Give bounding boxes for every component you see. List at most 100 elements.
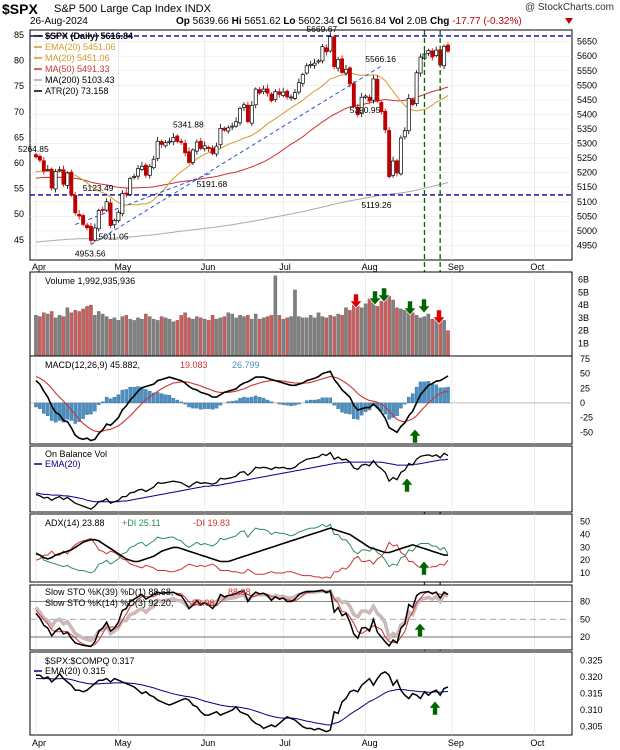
month-label: Sep [448, 262, 464, 272]
candle-body [308, 64, 313, 66]
candle-body [108, 202, 113, 226]
volume-axis-tick: 6B [578, 275, 589, 285]
macd-histogram-bar [352, 402, 356, 419]
month-label: May [114, 738, 132, 748]
candle-body [202, 145, 207, 150]
macd-histogram-bar [308, 399, 313, 404]
candle-body [340, 58, 345, 73]
macd-histogram-bar [320, 397, 325, 404]
candle-body [281, 91, 286, 96]
volume-bar [328, 315, 333, 357]
macd-histogram-bar [281, 402, 285, 405]
volume-bar [297, 316, 301, 357]
macd-histogram-bar [230, 401, 234, 404]
candle-body [218, 128, 223, 146]
price-panel [29, 29, 573, 261]
volume-axis-tick: 4B [578, 300, 589, 310]
sto14-legend: Slow STO %K(14) %D(3) 92.20, [45, 598, 173, 608]
volume-bar [214, 318, 219, 357]
macd-histogram-bar [124, 389, 128, 404]
price-axis-tick: 5100 [577, 197, 597, 207]
buy-arrow-icon [417, 560, 431, 576]
down-triangle-icon [565, 18, 573, 24]
macd-histogram-bar [304, 400, 309, 404]
candle-body [332, 36, 337, 68]
candle-body [112, 220, 117, 226]
low-value: 5602.34 [298, 16, 335, 27]
price-axis-tick: 5450 [577, 95, 597, 105]
volume-bar [97, 311, 101, 357]
candle-body [293, 92, 297, 99]
relative-ema-line [36, 678, 449, 726]
adx-line [35, 527, 448, 563]
price-axis-tick: 5600 [577, 51, 597, 61]
macd-histogram-bar [312, 399, 317, 404]
candle-body [245, 104, 250, 123]
volume-bar [222, 316, 227, 357]
candle-body [53, 171, 58, 190]
macd-histogram-bar [85, 402, 89, 415]
adx-axis-tick: 10 [580, 568, 590, 578]
candle-body [442, 45, 447, 67]
macd-histogram-bar [163, 394, 168, 404]
stochastic-axis-tick: 20 [580, 632, 590, 642]
candle-body [175, 135, 180, 142]
volume-bar [148, 316, 152, 357]
candle-body [312, 62, 317, 66]
sto14-k-line [35, 589, 449, 648]
volume-bar [155, 320, 160, 357]
candle-body [344, 68, 348, 74]
candle-body [155, 140, 160, 159]
candle-body [230, 125, 235, 128]
macd-histogram-bar [356, 402, 360, 420]
adx-axis-tick: 50 [580, 517, 590, 527]
candle-body [206, 146, 211, 149]
price-axis-tick: 5250 [577, 153, 597, 163]
macd-axis-tick: -50 [580, 427, 593, 437]
candle-body [265, 88, 270, 94]
macd-histogram-bar [399, 402, 403, 409]
candle-body [434, 49, 439, 56]
price-annotation: 5011.05 [98, 232, 128, 242]
volume-bar [49, 311, 54, 357]
price-annotation: 5191.68 [197, 179, 228, 189]
candle-body [92, 227, 97, 241]
volume-bar [38, 316, 42, 357]
volume-bar [175, 320, 180, 357]
atr-axis-tick: 60 [14, 158, 24, 168]
candle-body [88, 225, 93, 241]
macd-histogram-bar [242, 396, 246, 404]
price-axis-tick: 5400 [577, 109, 597, 119]
volume-legend: Volume 1,992,935,936 [45, 276, 135, 286]
macd-axis-tick: 25 [580, 383, 590, 393]
volume-bar [446, 330, 450, 357]
macd-histogram-bar [446, 386, 450, 404]
instrument-name: S&P 500 Large Cap Index INDX [54, 3, 211, 15]
volume-axis-tick: 1B [578, 338, 589, 348]
candle-body [273, 91, 278, 100]
volume-bar [132, 320, 136, 357]
volume-bar [108, 318, 113, 357]
candle-body [96, 210, 101, 230]
volume-bar [61, 316, 66, 357]
candle-body [257, 89, 262, 94]
volume-bar [442, 320, 446, 357]
sto39-d-line [35, 590, 449, 642]
candle-body [430, 50, 435, 58]
volume-bar [73, 310, 77, 357]
candle-body [446, 44, 450, 52]
volume-bar [403, 310, 407, 357]
price-legend-entry: EMA(20) 5451.06 [45, 42, 116, 52]
candle-body [347, 67, 352, 85]
candle-body [391, 160, 396, 176]
candle-body [167, 140, 172, 143]
volume-bar [246, 315, 250, 357]
candle-body [406, 98, 411, 132]
buy-arrow-icon [428, 700, 442, 716]
volume-bar [42, 312, 46, 357]
volume-bar [85, 306, 89, 357]
macd-histogram-bar [97, 402, 101, 405]
candle-body [355, 107, 360, 116]
macd-histogram-bar [155, 392, 160, 404]
volume-label: Vol [388, 16, 404, 27]
